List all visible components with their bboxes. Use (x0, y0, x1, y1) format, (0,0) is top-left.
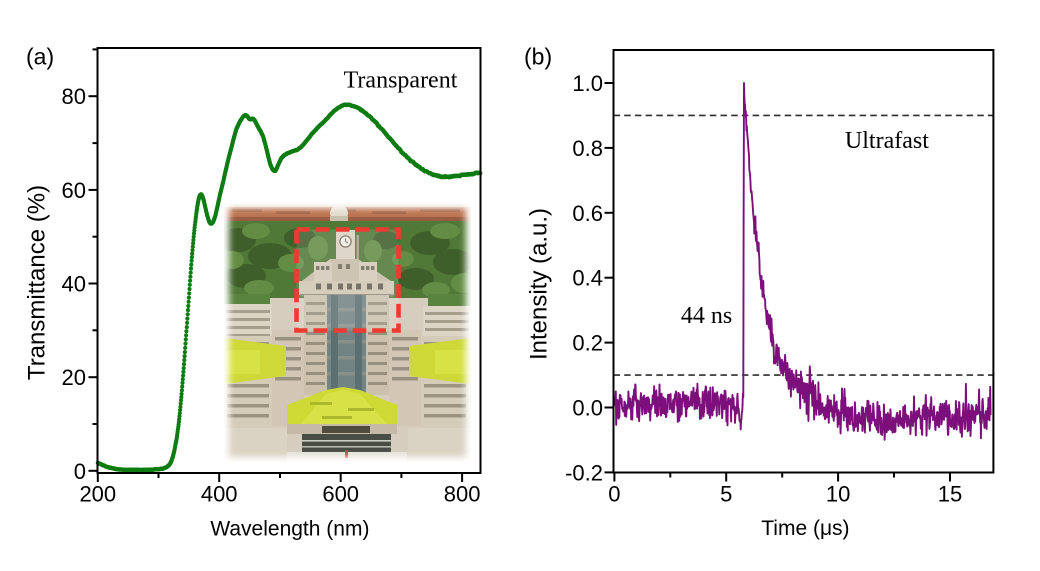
svg-text:0.4: 0.4 (572, 266, 603, 291)
svg-text:(a): (a) (26, 44, 54, 70)
svg-text:Transmittance (%): Transmittance (%) (24, 185, 51, 380)
svg-text:10: 10 (826, 482, 850, 507)
svg-text:20: 20 (62, 365, 86, 390)
svg-text:Time (μs): Time (μs) (761, 517, 849, 540)
svg-text:0: 0 (608, 482, 620, 507)
svg-text:Wavelength (nm): Wavelength (nm) (210, 518, 369, 541)
svg-text:Transparent: Transparent (344, 68, 458, 94)
svg-text:80: 80 (62, 84, 86, 109)
svg-text:0.8: 0.8 (572, 136, 603, 161)
svg-text:15: 15 (938, 482, 962, 507)
svg-text:Intensity (a.u.): Intensity (a.u.) (526, 208, 553, 360)
svg-text:5: 5 (720, 482, 732, 507)
svg-text:44 ns: 44 ns (681, 303, 732, 329)
svg-text:600: 600 (322, 482, 359, 507)
svg-text:Ultrafast: Ultrafast (845, 128, 929, 154)
svg-text:0.0: 0.0 (572, 396, 603, 421)
svg-text:0: 0 (74, 459, 86, 484)
svg-text:800: 800 (444, 482, 481, 507)
svg-text:-0.2: -0.2 (565, 460, 603, 485)
svg-text:400: 400 (201, 482, 238, 507)
svg-text:1.0: 1.0 (572, 71, 603, 96)
svg-text:0.2: 0.2 (572, 331, 603, 356)
svg-text:(b): (b) (524, 44, 552, 70)
svg-text:40: 40 (62, 272, 86, 297)
svg-text:60: 60 (62, 178, 86, 203)
svg-text:0.6: 0.6 (572, 201, 603, 226)
svg-text:200: 200 (79, 482, 116, 507)
